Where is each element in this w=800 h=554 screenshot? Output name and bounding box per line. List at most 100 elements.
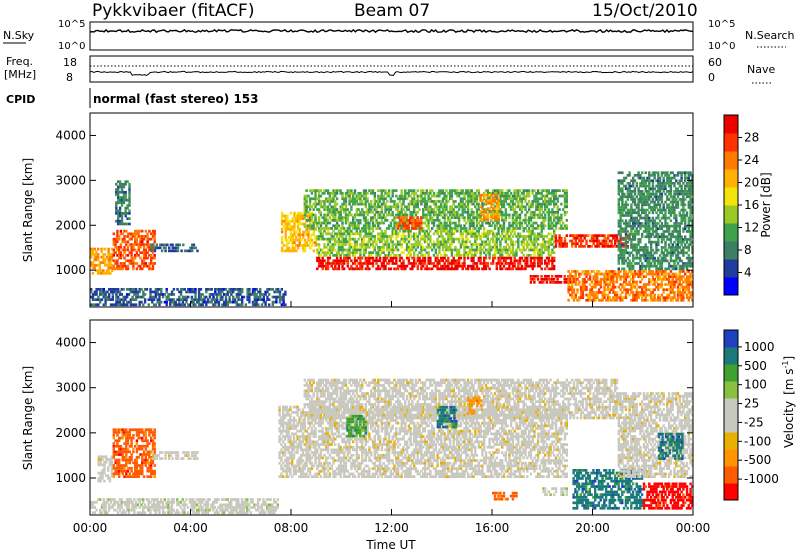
heat-cell: [585, 285, 588, 289]
heat-cell: [603, 242, 606, 245]
heat-cell: [323, 200, 326, 203]
heat-cell: [103, 247, 107, 251]
heat-cell: [375, 259, 378, 263]
heat-cell: [590, 288, 594, 292]
heat-cell: [565, 278, 568, 281]
heat-cell: [538, 210, 542, 214]
heat-cell: [407, 224, 410, 228]
heat-cell: [504, 248, 507, 252]
heat-cell: [497, 259, 500, 263]
heat-cell: [619, 211, 622, 215]
heat-cell: [436, 264, 439, 268]
heat-cell: [314, 194, 317, 198]
heat-cell: [448, 262, 452, 265]
heat-cell: [669, 296, 673, 299]
heat-cell: [470, 210, 473, 214]
heat-cell: [233, 300, 237, 304]
heat-cell: [325, 262, 328, 265]
heat-cell: [632, 259, 635, 263]
heat-cell: [466, 213, 470, 217]
heat-cell: [179, 290, 183, 294]
heat-cell: [217, 288, 221, 291]
heat-cell: [490, 193, 493, 197]
heat-cell: [411, 210, 414, 214]
heat-cell: [344, 194, 348, 198]
heat-cell: [384, 235, 387, 238]
heat-cell: [416, 189, 419, 192]
heat-cell: [553, 235, 556, 238]
heat-cell: [230, 293, 233, 296]
heat-cell: [414, 219, 417, 222]
heat-cell: [515, 254, 518, 257]
heat-cell: [522, 259, 525, 263]
heat-cell: [215, 295, 219, 299]
heat-cell: [126, 293, 129, 296]
heat-cell: [346, 194, 349, 198]
heat-cell: [337, 245, 341, 249]
heat-cell: [326, 210, 330, 214]
heat-cell: [432, 210, 436, 214]
heat-cell: [540, 256, 543, 260]
heat-cell: [517, 216, 520, 219]
heat-cell: [535, 200, 538, 203]
heat-cell: [144, 251, 147, 254]
heat-cell: [153, 249, 157, 253]
heat-cell: [475, 243, 479, 246]
heat-cell: [653, 293, 656, 297]
heat-cell: [632, 219, 635, 223]
heat-cell: [355, 200, 358, 203]
heat-cell: [443, 213, 446, 217]
heat-cell: [429, 256, 432, 260]
heat-cell: [470, 232, 473, 236]
heat-cell: [344, 240, 348, 244]
heat-cell: [508, 267, 511, 271]
heat-cell: [475, 229, 479, 233]
heat-cell: [414, 221, 417, 225]
heat-cell: [440, 235, 443, 238]
heat-cell: [461, 243, 464, 246]
heat-cell: [684, 278, 687, 281]
heat-cell: [617, 248, 620, 252]
heat-cell: [484, 221, 488, 225]
heat-cell: [396, 235, 400, 238]
heat-cell: [554, 275, 557, 278]
heat-cell: [454, 245, 457, 249]
heat-cell: [141, 259, 144, 263]
heat-cell: [332, 245, 335, 249]
heat-cell: [112, 232, 115, 236]
heat-cell: [423, 235, 427, 238]
heat-cell: [275, 298, 278, 301]
heat-cell: [305, 194, 308, 198]
heat-cell: [495, 224, 498, 228]
heat-cell: [280, 288, 283, 291]
heat-cell: [540, 229, 543, 233]
heat-cell: [323, 227, 326, 230]
heat-cell: [617, 198, 620, 201]
heat-cell: [380, 197, 384, 201]
heat-cell: [667, 293, 671, 297]
heat-cell: [109, 266, 112, 270]
heat-cell: [579, 288, 583, 292]
heat-cell: [380, 210, 384, 214]
heat-cell: [239, 288, 242, 291]
heat-cell: [549, 237, 552, 241]
heat-cell: [141, 237, 144, 241]
heat-cell: [527, 254, 531, 257]
heat-cell: [280, 241, 284, 245]
heat-cell: [605, 298, 608, 302]
heat-cell: [366, 213, 369, 217]
heat-cell: [410, 216, 414, 219]
heat-cell: [436, 256, 439, 260]
heat-cell: [477, 259, 480, 263]
heat-cell: [409, 219, 412, 222]
heat-cell: [506, 202, 509, 206]
heat-cell: [310, 205, 314, 209]
heat-cell: [556, 278, 559, 281]
heat-cell: [296, 228, 300, 231]
heat-cell: [633, 203, 637, 207]
heat-cell: [443, 221, 446, 225]
heat-cell: [150, 232, 153, 236]
heat-cell: [535, 194, 538, 198]
heat-cell: [122, 196, 126, 199]
heat-cell: [414, 235, 418, 238]
